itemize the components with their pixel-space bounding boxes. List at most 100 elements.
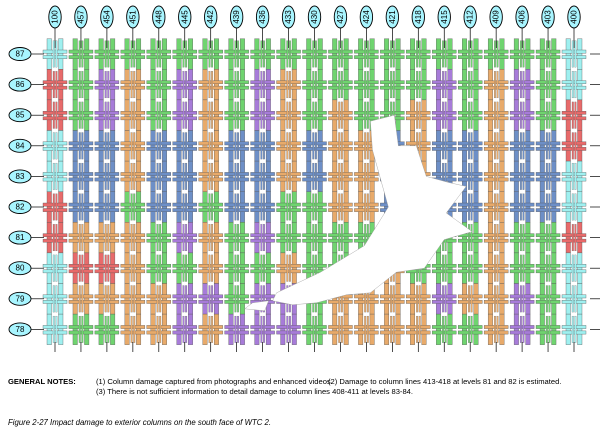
floor-level-label: 81	[16, 233, 25, 242]
column-panel	[535, 313, 561, 345]
column-line-label: 400	[570, 10, 579, 24]
column-panel	[354, 160, 379, 192]
column-panel	[432, 130, 457, 162]
column-panel	[146, 191, 171, 223]
column-panel	[42, 191, 68, 223]
column-panel	[198, 130, 223, 162]
column-panel	[250, 130, 275, 162]
column-line-label: 409	[492, 10, 501, 24]
column-panel	[172, 252, 197, 284]
column-panel	[68, 99, 94, 131]
column-panel	[328, 160, 353, 192]
column-panel	[224, 38, 249, 70]
column-panel	[380, 38, 405, 70]
column-panel	[42, 38, 68, 70]
column-panel	[302, 38, 327, 70]
floor-level-label: 79	[16, 294, 25, 303]
column-panel	[328, 130, 353, 162]
column-panel	[483, 191, 509, 223]
column-panel	[68, 313, 94, 345]
column-line-bubble: 412	[463, 5, 477, 29]
column-line-bubble: 433	[281, 5, 296, 29]
column-line-label: 448	[154, 10, 163, 24]
column-panel	[172, 222, 197, 254]
column-line-bubble: 436	[255, 5, 270, 29]
column-panel	[224, 69, 249, 101]
column-panel	[535, 191, 561, 223]
column-line-label: 454	[102, 10, 111, 24]
column-panel	[483, 222, 509, 254]
column-panel	[224, 160, 249, 192]
impact-damage-hole	[244, 114, 473, 312]
column-line-bubble: 100	[48, 5, 62, 29]
column-panel	[483, 313, 509, 345]
column-panel	[302, 313, 327, 345]
column-panel	[250, 252, 275, 284]
column-line-bubble: 415	[437, 5, 451, 29]
column-line-bubble: 421	[385, 5, 399, 29]
column-panel	[561, 38, 587, 70]
column-panel	[146, 222, 171, 254]
column-panel	[250, 38, 275, 70]
column-panel	[535, 160, 561, 192]
column-panel	[94, 283, 120, 315]
column-panel	[68, 130, 94, 162]
column-panel	[198, 160, 223, 192]
column-panel	[94, 38, 120, 70]
column-panel	[94, 222, 120, 254]
column-panel	[276, 69, 301, 101]
column-panel	[224, 222, 249, 254]
column-panel	[302, 160, 327, 192]
column-panel	[509, 69, 535, 101]
column-panel	[432, 99, 457, 131]
column-line-bubble: 454	[100, 5, 114, 29]
column-panel	[68, 191, 94, 223]
column-line-label: 439	[232, 10, 241, 24]
column-panel	[68, 69, 94, 101]
column-panel	[535, 69, 561, 101]
column-panel	[302, 191, 327, 223]
column-panel	[432, 252, 457, 284]
column-panel	[509, 99, 535, 131]
column-panel	[535, 283, 561, 315]
column-panel	[120, 130, 146, 162]
column-panel	[483, 252, 509, 284]
column-panel	[432, 69, 457, 101]
column-panel	[172, 69, 197, 101]
column-panel	[458, 252, 483, 284]
column-panel	[535, 252, 561, 284]
column-panel	[250, 313, 275, 345]
column-line-bubble: 424	[359, 5, 374, 29]
column-panel	[94, 313, 120, 345]
column-panel	[250, 222, 275, 254]
note-2: (2) Damage to column lines 413-418 at le…	[328, 377, 562, 386]
column-line-bubble: 457	[74, 5, 88, 29]
column-panel	[483, 99, 509, 131]
column-panel	[406, 283, 431, 315]
column-panel	[42, 222, 68, 254]
column-panel	[94, 160, 120, 192]
column-panel	[68, 38, 94, 70]
column-damage-diagram: 100 457 454 451 448 445 442 439 436 433 430 427 424 4…	[8, 5, 600, 352]
column-panel	[120, 160, 146, 192]
column-panel	[172, 130, 197, 162]
column-panel	[42, 130, 68, 162]
column-panel	[94, 69, 120, 101]
column-line-bubble: 406	[515, 5, 529, 29]
column-line-bubble: 418	[411, 5, 425, 29]
column-panel	[146, 69, 171, 101]
column-panel	[509, 283, 535, 315]
column-panel	[380, 69, 405, 101]
column-panel	[42, 160, 68, 192]
column-panel	[250, 69, 275, 101]
column-panel	[172, 38, 197, 70]
column-panel	[224, 283, 249, 315]
column-panel	[561, 99, 587, 131]
column-panel	[198, 222, 223, 254]
column-panel	[120, 69, 146, 101]
figure-caption: Figure 2-27 Impact damage to exterior co…	[8, 418, 272, 427]
column-panel	[328, 313, 353, 345]
column-panel	[120, 99, 146, 131]
column-panel	[94, 99, 120, 131]
column-panel	[328, 222, 353, 254]
